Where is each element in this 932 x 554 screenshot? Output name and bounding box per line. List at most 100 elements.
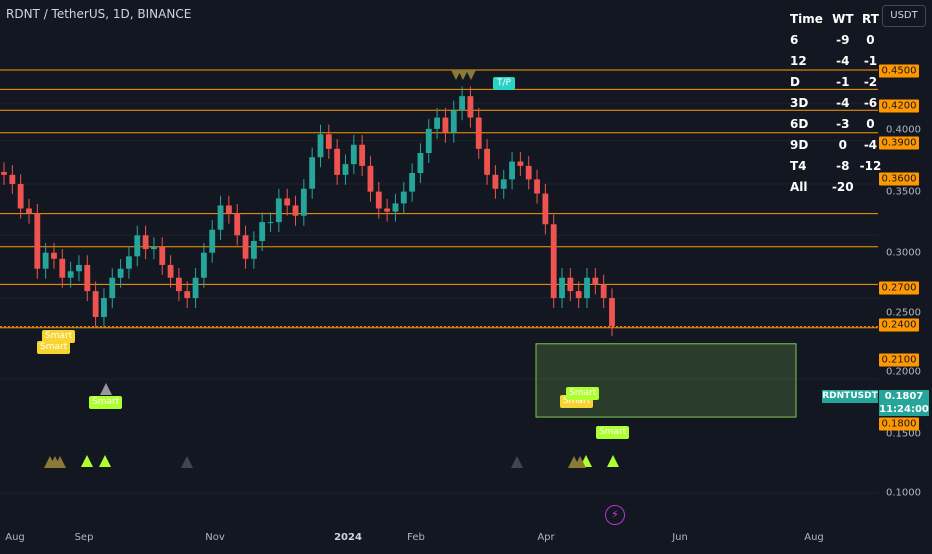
candle-body: [342, 164, 349, 175]
y-tick-label: 0.2500: [886, 307, 921, 319]
candle-body: [76, 264, 82, 272]
candle-body: [500, 179, 507, 189]
candle-body: [409, 173, 416, 192]
lightning-icon[interactable]: ⚡: [605, 505, 625, 525]
candle-body: [400, 191, 407, 204]
table-row: 6 -9 0: [786, 29, 884, 50]
candle-body: [292, 205, 299, 216]
table-cell: 12: [790, 53, 807, 68]
tp-label: T/P: [493, 77, 515, 90]
candle-body: [300, 188, 307, 216]
level-tag: 0.2100: [879, 353, 919, 367]
currency-button[interactable]: USDT: [882, 5, 926, 27]
candle-body: [442, 117, 449, 133]
y-tick-label: 0.3000: [886, 247, 921, 259]
candle-body: [92, 291, 99, 317]
signal-table-header: Time WT RT: [786, 8, 884, 29]
x-tick-label: 2024: [334, 532, 362, 543]
buy-signal-triangle: [607, 455, 619, 467]
level-tag: 0.2400: [879, 318, 919, 332]
candle-body: [525, 165, 532, 180]
candle-body: [234, 213, 241, 236]
table-cell: -6: [863, 95, 878, 110]
sell-signal-triangle: [574, 456, 586, 468]
candle-body: [542, 193, 549, 225]
symbol-tag: RDNTUSDT: [822, 390, 878, 403]
candle-body: [17, 184, 24, 209]
neutral-signal-triangle: [511, 456, 523, 468]
candle-body: [375, 191, 382, 209]
table-cell: 6: [790, 32, 799, 47]
signal-table: Time WT RT 6 -9 0 12 -4 -1 D -1 -2 3D -4 -6 6D -3…: [786, 8, 884, 197]
buy-signal-triangle: [81, 455, 93, 467]
x-tick-label: Apr: [537, 532, 555, 543]
candle-body: [509, 161, 515, 180]
x-tick-label: Aug: [804, 532, 824, 543]
chart-title: RDNT / TetherUS, 1D, BINANCE: [6, 7, 192, 21]
candle-body: [242, 235, 249, 259]
candle-body: [317, 134, 324, 158]
table-cell: 3D: [790, 95, 809, 110]
candle-body: [484, 148, 490, 175]
candle-body: [225, 205, 232, 214]
smart-label: Smart: [89, 396, 123, 409]
candle-body: [434, 117, 441, 129]
candle-body: [184, 291, 191, 299]
table-cell: -1: [863, 53, 878, 68]
smart-label: Smart: [596, 426, 630, 439]
candle-body: [34, 213, 41, 269]
candle-body: [1, 172, 7, 175]
level-tag: 0.4200: [879, 99, 919, 113]
candle-body: [26, 208, 32, 214]
candle-body: [467, 96, 474, 118]
table-row: 6D -3 0: [786, 113, 884, 134]
table-cell: -8: [836, 158, 850, 173]
level-tag: 0.2700: [879, 281, 919, 295]
candle-body: [384, 208, 391, 212]
candle-body: [425, 128, 432, 153]
table-cell: -3: [836, 116, 850, 131]
candle-body: [459, 96, 465, 111]
candle-body: [284, 198, 291, 206]
candle-body: [109, 277, 116, 299]
candle-body: [101, 298, 107, 317]
table-cell: -4: [863, 137, 878, 152]
x-tick-label: Aug: [5, 532, 25, 543]
table-row: 3D -4 -6: [786, 92, 884, 113]
candle-body: [42, 252, 49, 269]
candle-body: [359, 144, 366, 166]
table-row: 9D 0 -4: [786, 134, 884, 155]
table-cell: -20: [831, 179, 854, 194]
candle-body: [450, 110, 457, 133]
level-tag: 0.1800: [879, 417, 919, 431]
table-row: T4 -8 -12: [786, 155, 884, 176]
table-cell: -4: [836, 53, 850, 68]
x-tick-label: Sep: [74, 532, 94, 543]
candle-body: [325, 134, 332, 149]
tp-signal-triangle: [451, 70, 461, 80]
table-cell: -4: [836, 95, 850, 110]
candle-body: [609, 298, 615, 327]
table-cell: 6D: [790, 116, 809, 131]
candle-body: [350, 144, 357, 165]
candle-body: [192, 277, 199, 299]
candle-body: [567, 277, 574, 292]
table-cell: T4: [790, 158, 807, 173]
candle-body: [367, 165, 374, 192]
table-cell: All: [790, 179, 808, 194]
candle-body: [250, 240, 257, 259]
smart-label: Smart: [37, 341, 71, 354]
candle-body: [600, 284, 607, 299]
candle-body: [592, 277, 599, 285]
x-tick-label: Nov: [205, 532, 225, 543]
candle-body: [59, 258, 66, 278]
candle-body: [159, 246, 166, 265]
candle-body: [126, 256, 132, 269]
y-tick-label: 0.3500: [886, 186, 921, 198]
table-cell: 0: [838, 137, 847, 152]
candle-body: [151, 246, 157, 250]
candle-body: [134, 235, 141, 257]
candle-body: [575, 291, 582, 299]
